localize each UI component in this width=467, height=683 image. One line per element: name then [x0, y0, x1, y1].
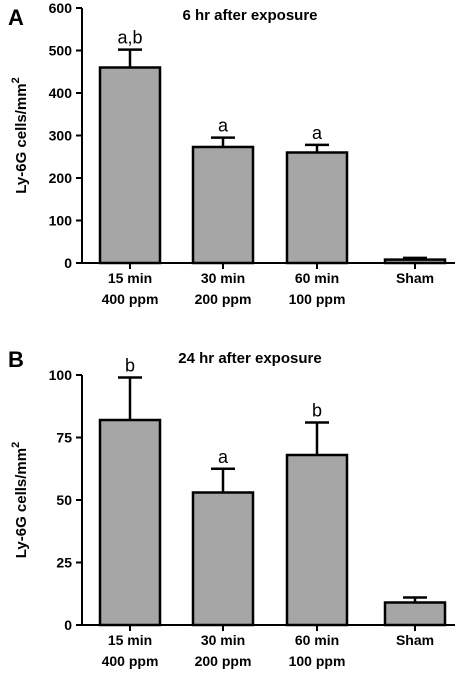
panel-a-category-label-2-0: 60 min	[295, 270, 339, 286]
panel-a-y-tick-label-2: 200	[49, 170, 73, 186]
panel-a-bar-3	[383, 258, 447, 265]
panel-a-category-label-0-0: 15 min	[108, 270, 152, 286]
panel-b-y-tick-label-3: 75	[56, 430, 72, 446]
panel-a-y-tick-label-3: 300	[49, 128, 73, 144]
panel-a-category-label-3-0: Sham	[396, 270, 434, 286]
panel-a-y-tick-label-5: 500	[49, 43, 73, 59]
panel-b-y-tick-label-2: 50	[56, 492, 72, 508]
panel-a-sig-label-2: a	[312, 123, 323, 143]
panel-a-bar-1	[191, 145, 255, 265]
panel-b-category-label-2-1: 100 ppm	[289, 653, 346, 669]
panel-a-y-tick-label-4: 400	[49, 85, 73, 101]
panel-a-bar-2	[285, 151, 349, 265]
panel-b-sig-label-2: b	[312, 401, 322, 421]
panel-b-y-tick-label-1: 25	[56, 555, 72, 571]
panel-a-y-axis-label-text: Ly-6G cells/mm	[13, 83, 30, 193]
panel-a-category-label-1-1: 200 ppm	[195, 291, 252, 307]
panel-a-category-label-2-1: 100 ppm	[289, 291, 346, 307]
panel-a-title: 6 hr after exposure	[182, 7, 317, 24]
panel-b-y-axis-label-sup: 2	[10, 442, 22, 448]
panel-b-category-label-0-0: 15 min	[108, 632, 152, 648]
panel-b-bar-0	[98, 418, 162, 627]
panel-a-bar-0	[98, 66, 162, 265]
panel-a-y-axis-label: Ly-6G cells/mm2	[10, 77, 30, 193]
panel-a-y-tick-label-6: 600	[49, 0, 73, 16]
panel-a-y-tick-label-1: 100	[49, 213, 73, 229]
panel-a-sig-label-0: a,b	[117, 28, 142, 48]
panel-b-y-tick-label-4: 100	[49, 367, 73, 383]
panel-b-category-label-2-0: 60 min	[295, 632, 339, 648]
panel-b-sig-label-0: b	[125, 356, 135, 376]
panel-b-category-label-3-0: Sham	[396, 632, 434, 648]
panel-b-bar-1	[191, 491, 255, 627]
panel-b-bar-3	[383, 601, 447, 627]
panel-b-category-label-1-0: 30 min	[201, 632, 245, 648]
panel-b-y-axis-label-text: Ly-6G cells/mm	[13, 448, 30, 558]
panel-a-category-label-0-1: 400 ppm	[102, 291, 159, 307]
panel-b-category-label-0-1: 400 ppm	[102, 653, 159, 669]
panel-b-sig-label-1: a	[218, 447, 229, 467]
panel-b-title: 24 hr after exposure	[178, 350, 321, 367]
panel-b-y-axis-label: Ly-6G cells/mm2	[10, 442, 30, 558]
panel-a-letter: A	[8, 5, 24, 30]
panel-a-sig-label-1: a	[218, 116, 229, 136]
panel-b-bar-2	[285, 453, 349, 627]
panel-a-y-tick-label-0: 0	[64, 255, 72, 271]
panel-a-y-axis-label-sup: 2	[10, 77, 22, 83]
panel-b-y-tick-label-0: 0	[64, 617, 72, 633]
panel-a-category-label-1-0: 30 min	[201, 270, 245, 286]
panel-b-letter: B	[8, 347, 24, 372]
panel-b-category-label-1-1: 200 ppm	[195, 653, 252, 669]
